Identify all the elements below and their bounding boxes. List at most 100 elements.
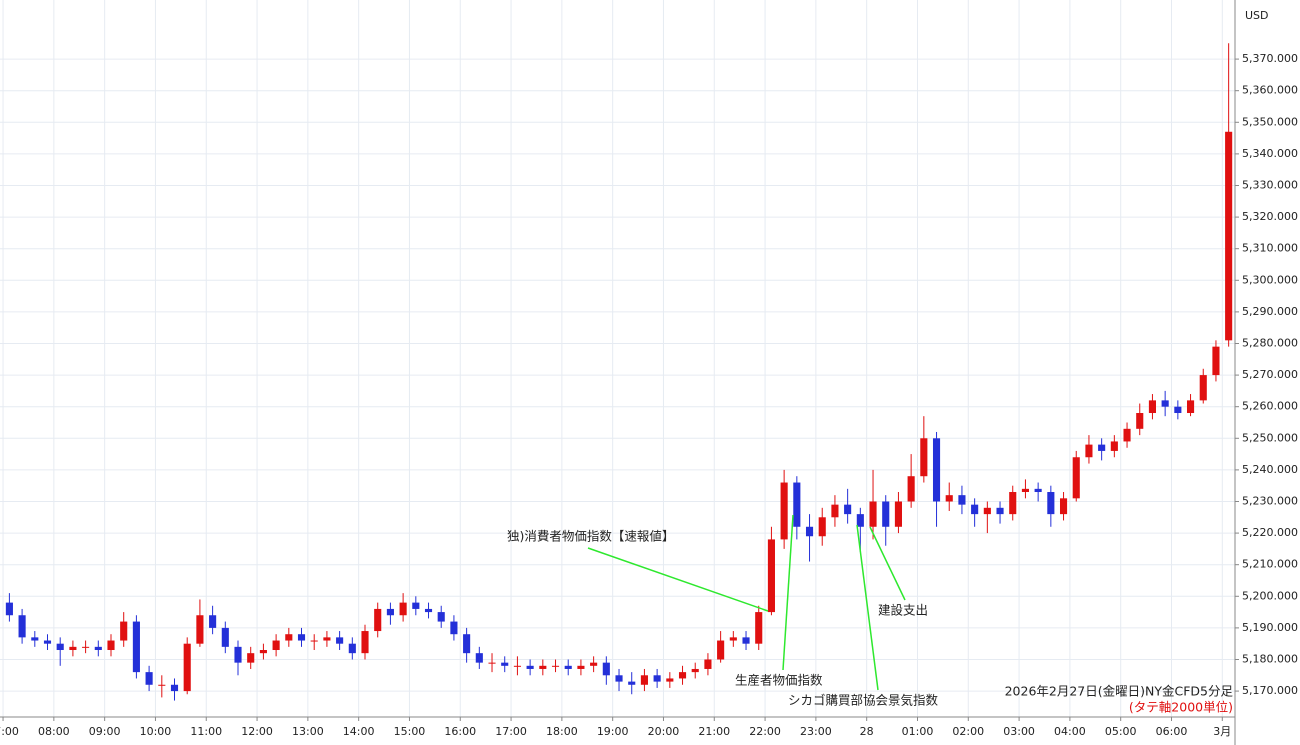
annotation-line xyxy=(587,547,769,612)
candle-body xyxy=(996,507,1004,515)
annotation: 独)消費者物価指数【速報値】 xyxy=(507,529,674,544)
x-tick-label: 12:00 xyxy=(241,725,273,738)
candle-body xyxy=(323,637,331,641)
candle-body xyxy=(666,678,674,682)
candle-body xyxy=(539,665,547,669)
candle-body xyxy=(1161,400,1169,407)
candle-body xyxy=(1059,498,1068,515)
candle-body xyxy=(221,627,229,647)
candle-body xyxy=(120,621,128,641)
y-tick-label: 5,370.000 xyxy=(1242,52,1298,65)
y-tick-label: 5,290.000 xyxy=(1242,305,1298,318)
candle-body xyxy=(983,507,991,515)
x-tick-label: 14:00 xyxy=(343,725,375,738)
y-tick-label: 5,220.000 xyxy=(1242,526,1298,539)
candle-body xyxy=(577,665,585,669)
y-tick-label: 5,340.000 xyxy=(1242,147,1298,160)
candle-body xyxy=(412,602,420,609)
candle-body xyxy=(488,662,496,664)
candle-body xyxy=(348,643,356,654)
chart-title: 2026年2月27日(金曜日)NY金CFD5分足 xyxy=(1005,684,1234,699)
chart-subtitle: (タテ軸2000単位) xyxy=(1129,700,1233,715)
candle-body xyxy=(183,643,191,692)
candle-body xyxy=(450,621,458,635)
y-tick-label: 5,180.000 xyxy=(1242,652,1298,665)
x-tick-label: 13:00 xyxy=(292,725,324,738)
candle-body xyxy=(209,615,217,628)
candle-body xyxy=(717,640,725,660)
x-tick-label: 06:00 xyxy=(1156,725,1188,738)
y-tick-label: 5,360.000 xyxy=(1242,84,1298,97)
y-tick-label: 5,270.000 xyxy=(1242,368,1298,381)
candle-body xyxy=(526,665,534,669)
candle-body xyxy=(869,501,877,527)
candle-body xyxy=(1110,441,1118,451)
x-tick-label: 10:00 xyxy=(140,725,172,738)
candle-body xyxy=(1123,428,1131,442)
annotation: 生産者物価指数 xyxy=(735,673,823,688)
x-tick-label: 19:00 xyxy=(597,725,629,738)
x-tick-label: 3月 xyxy=(1213,725,1231,738)
x-tick-label: 08:00 xyxy=(38,725,70,738)
candle-body xyxy=(1098,444,1106,451)
candle-body xyxy=(1034,488,1042,493)
candle-body xyxy=(958,495,966,505)
y-tick-label: 5,330.000 xyxy=(1242,178,1298,191)
candle-body xyxy=(5,602,13,616)
candle-body xyxy=(31,637,39,641)
candle-body xyxy=(158,684,166,686)
candle-body xyxy=(475,653,483,663)
x-tick-label: 16:00 xyxy=(444,725,476,738)
candle-body xyxy=(551,665,560,667)
x-tick-label: 04:00 xyxy=(1054,725,1086,738)
candle-body xyxy=(1047,492,1055,515)
x-tick-label: 07:00 xyxy=(0,725,19,738)
candle-body xyxy=(310,640,318,642)
x-tick-label: 23:00 xyxy=(800,725,832,738)
annotation-line xyxy=(782,514,794,671)
candle-body xyxy=(894,501,902,527)
annotation: シカゴ購買部協会景気指数 xyxy=(788,693,939,708)
x-tick-label: 17:00 xyxy=(495,725,527,738)
candle-body xyxy=(691,668,699,673)
candle-body xyxy=(793,482,801,527)
candle-body xyxy=(361,631,369,654)
candle-body xyxy=(43,640,52,644)
y-tick-label: 5,320.000 xyxy=(1242,210,1298,223)
candle-body xyxy=(907,476,915,502)
candle-body xyxy=(424,608,433,613)
candle-body xyxy=(831,504,839,518)
y-tick-label: 5,240.000 xyxy=(1242,463,1298,476)
y-tick-label: 5,300.000 xyxy=(1242,273,1298,286)
candle-body xyxy=(1021,488,1029,493)
annotation-line xyxy=(856,524,879,691)
candle-body xyxy=(272,640,280,651)
candle-body xyxy=(1186,400,1195,414)
candle-body xyxy=(399,602,407,616)
candle-body xyxy=(564,665,572,669)
candle-body xyxy=(247,653,255,663)
candle-body xyxy=(945,495,953,502)
candle-body xyxy=(844,504,852,515)
candle-body xyxy=(640,675,648,685)
candle-body xyxy=(437,612,445,622)
x-tick-label: 09:00 xyxy=(89,725,121,738)
candle-body xyxy=(1174,406,1182,414)
annotation-line xyxy=(869,526,906,601)
candle-body xyxy=(107,640,115,651)
candle-body xyxy=(1148,400,1157,414)
candle-body xyxy=(259,650,267,654)
y-tick-label: 5,210.000 xyxy=(1242,558,1298,571)
candle-body xyxy=(196,615,204,644)
candle-body xyxy=(82,646,90,648)
candle-body xyxy=(463,634,471,654)
annotation: 建設支出 xyxy=(878,603,928,618)
x-tick-label: 05:00 xyxy=(1105,725,1137,738)
candle-body xyxy=(704,659,712,669)
y-tick-label: 5,350.000 xyxy=(1242,115,1298,128)
candle-body xyxy=(1009,492,1017,515)
y-tick-label: 5,310.000 xyxy=(1242,242,1298,255)
